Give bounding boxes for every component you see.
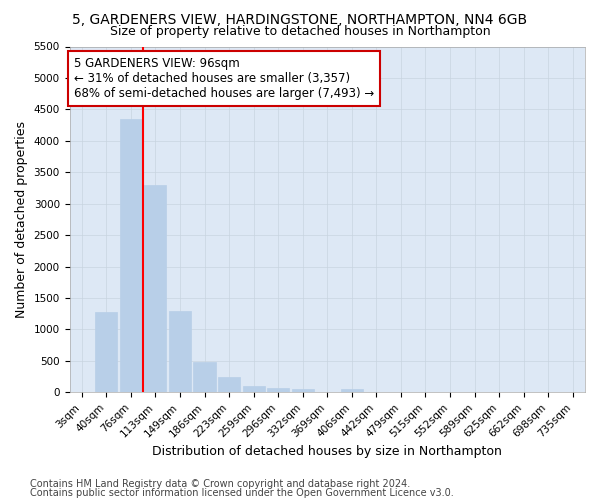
- Text: 5 GARDENERS VIEW: 96sqm
← 31% of detached houses are smaller (3,357)
68% of semi: 5 GARDENERS VIEW: 96sqm ← 31% of detache…: [74, 57, 374, 100]
- Bar: [95, 312, 118, 392]
- Bar: [341, 389, 363, 392]
- Text: Contains HM Land Registry data © Crown copyright and database right 2024.: Contains HM Land Registry data © Crown c…: [30, 479, 410, 489]
- X-axis label: Distribution of detached houses by size in Northampton: Distribution of detached houses by size …: [152, 444, 502, 458]
- Bar: [120, 119, 142, 392]
- Y-axis label: Number of detached properties: Number of detached properties: [15, 121, 28, 318]
- Bar: [193, 362, 215, 392]
- Text: Contains public sector information licensed under the Open Government Licence v3: Contains public sector information licen…: [30, 488, 454, 498]
- Bar: [292, 388, 314, 392]
- Bar: [169, 310, 191, 392]
- Bar: [267, 388, 289, 392]
- Text: Size of property relative to detached houses in Northampton: Size of property relative to detached ho…: [110, 25, 490, 38]
- Bar: [218, 378, 240, 392]
- Bar: [145, 185, 166, 392]
- Text: 5, GARDENERS VIEW, HARDINGSTONE, NORTHAMPTON, NN4 6GB: 5, GARDENERS VIEW, HARDINGSTONE, NORTHAM…: [73, 12, 527, 26]
- Bar: [242, 386, 265, 392]
